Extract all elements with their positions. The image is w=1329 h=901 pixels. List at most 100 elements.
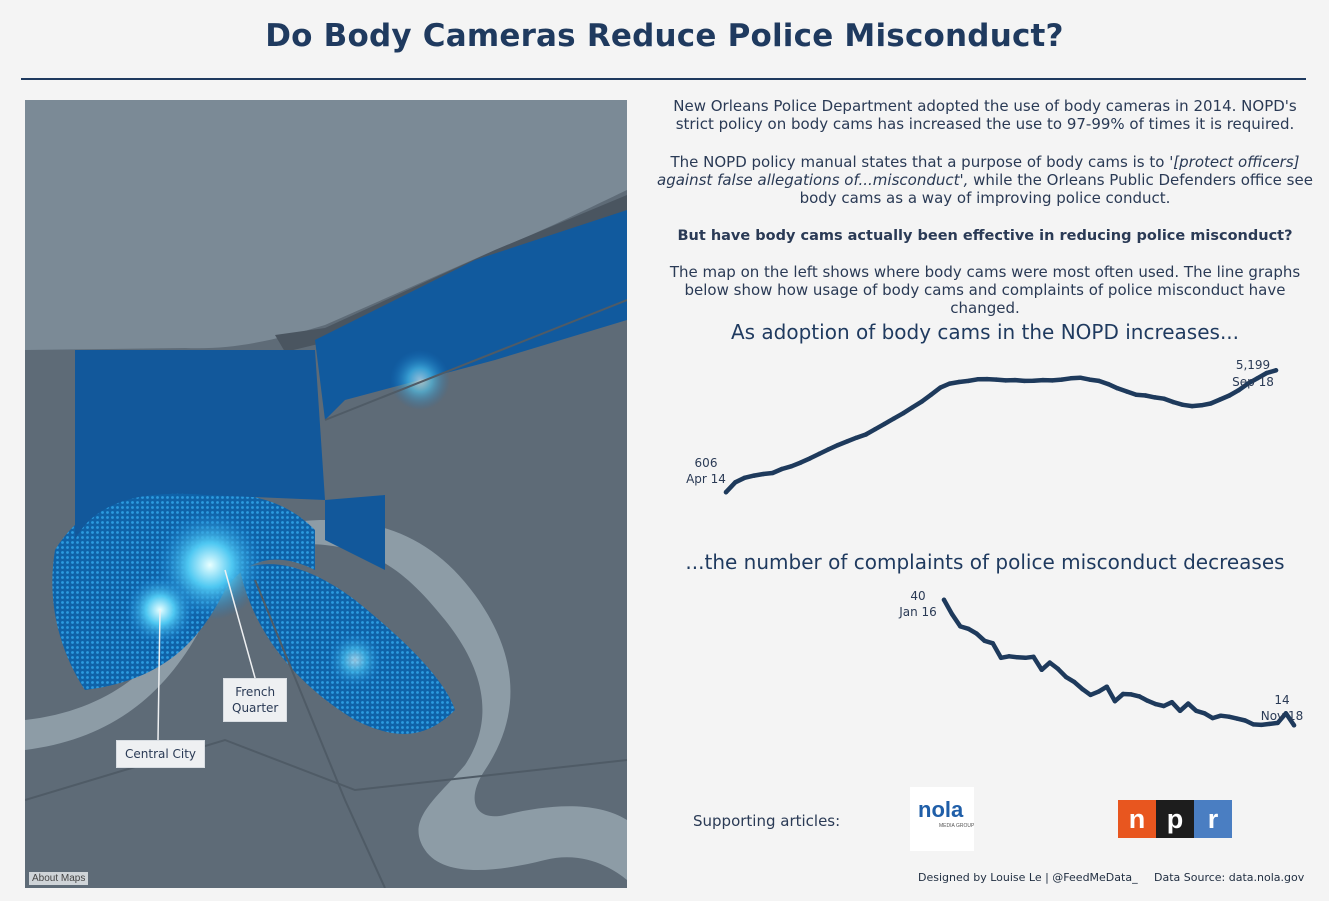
complaints-point[interactable]: [958, 624, 963, 629]
complaints-point[interactable]: [1096, 689, 1101, 694]
complaints-point[interactable]: [1177, 708, 1183, 714]
complaints-point[interactable]: [1031, 654, 1036, 659]
body-cam-point[interactable]: [854, 435, 859, 440]
complaints-point[interactable]: [1112, 699, 1118, 704]
body-cam-point[interactable]: [994, 377, 999, 382]
body-cam-point[interactable]: [789, 464, 794, 469]
body-cam-point[interactable]: [1096, 378, 1102, 384]
complaints-point[interactable]: [1055, 666, 1061, 672]
complaints-point[interactable]: [1169, 699, 1175, 705]
body-cam-point[interactable]: [1273, 368, 1279, 373]
complaints-point[interactable]: [1259, 722, 1264, 728]
complaints-point[interactable]: [1072, 679, 1077, 685]
nola-logo-link[interactable]: nola MEDIA GROUP: [910, 787, 975, 851]
complaints-point[interactable]: [1080, 686, 1085, 692]
body-cam-point[interactable]: [1161, 396, 1167, 401]
complaints-point[interactable]: [1006, 654, 1012, 659]
body-cam-point[interactable]: [882, 421, 887, 427]
body-cam-point[interactable]: [761, 471, 766, 477]
complaints-point[interactable]: [1194, 708, 1199, 714]
body-cam-point[interactable]: [1087, 377, 1092, 382]
body-cam-point[interactable]: [835, 442, 841, 448]
body-cam-point[interactable]: [1031, 378, 1036, 383]
complaints-point[interactable]: [1023, 655, 1028, 660]
body-cam-point[interactable]: [956, 379, 962, 385]
body-cam-point[interactable]: [1264, 370, 1269, 376]
body-cam-point[interactable]: [1106, 381, 1111, 387]
body-cam-point[interactable]: [1115, 386, 1120, 391]
complaints-point[interactable]: [1291, 723, 1297, 728]
complaints-point[interactable]: [1202, 711, 1207, 716]
body-cam-point[interactable]: [984, 376, 990, 382]
body-cam-point[interactable]: [742, 475, 747, 480]
body-cam-point[interactable]: [817, 451, 822, 457]
body-cam-point[interactable]: [1189, 403, 1195, 409]
body-cam-series-line[interactable]: [723, 368, 1279, 495]
npr-logo-link[interactable]: n p r: [1118, 800, 1232, 838]
complaints-point[interactable]: [1185, 701, 1191, 706]
complaints-point[interactable]: [1218, 713, 1223, 718]
complaints-point[interactable]: [966, 626, 971, 631]
complaints-point[interactable]: [1145, 698, 1150, 703]
body-cam-point[interactable]: [844, 439, 850, 444]
body-cam-point[interactable]: [938, 385, 943, 390]
body-cam-point[interactable]: [910, 405, 915, 410]
complaints-point[interactable]: [1015, 655, 1020, 660]
complaints-point[interactable]: [1242, 718, 1248, 723]
body-cam-point[interactable]: [891, 416, 896, 421]
body-cam-point[interactable]: [1143, 393, 1148, 398]
complaints-point[interactable]: [1088, 692, 1093, 698]
body-cam-point[interactable]: [919, 399, 924, 404]
body-cam-point[interactable]: [1012, 377, 1018, 383]
body-cam-point[interactable]: [1078, 375, 1083, 380]
complaints-point[interactable]: [998, 655, 1004, 660]
complaints-point[interactable]: [941, 597, 947, 603]
complaints-point[interactable]: [1104, 684, 1109, 689]
body-cam-point[interactable]: [947, 381, 952, 386]
complaints-point[interactable]: [974, 631, 979, 636]
complaints-point[interactable]: [1234, 716, 1240, 721]
complaints-series-line[interactable]: [941, 597, 1297, 728]
body-cam-point[interactable]: [1255, 376, 1260, 381]
complaints-point[interactable]: [1120, 691, 1126, 697]
body-cam-point[interactable]: [1124, 389, 1130, 394]
body-cam-point[interactable]: [1217, 397, 1223, 402]
body-cam-point[interactable]: [798, 460, 803, 465]
complaints-point[interactable]: [1047, 660, 1053, 665]
body-cam-point[interactable]: [1208, 401, 1213, 406]
complaints-point[interactable]: [949, 612, 955, 617]
complaints-point[interactable]: [1153, 701, 1158, 707]
complaints-point[interactable]: [1039, 667, 1044, 673]
complaints-point[interactable]: [1283, 711, 1289, 716]
body-cam-point[interactable]: [733, 480, 738, 485]
complaints-point[interactable]: [1251, 722, 1256, 727]
body-cam-point[interactable]: [928, 392, 934, 397]
complaints-point[interactable]: [1267, 721, 1272, 727]
body-cam-point[interactable]: [1059, 377, 1064, 382]
body-cam-point[interactable]: [779, 466, 785, 472]
complaints-point[interactable]: [990, 641, 996, 646]
body-cam-point[interactable]: [872, 427, 878, 432]
body-cam-point[interactable]: [1133, 392, 1139, 397]
body-cam-point[interactable]: [1180, 402, 1185, 407]
body-cam-point[interactable]: [1236, 388, 1241, 393]
body-cam-point[interactable]: [723, 489, 729, 495]
complaints-point[interactable]: [1161, 703, 1166, 709]
body-cam-point[interactable]: [1245, 381, 1251, 386]
body-cam-point[interactable]: [863, 432, 869, 437]
complaints-point[interactable]: [982, 638, 987, 644]
complaints-point[interactable]: [1137, 694, 1142, 699]
body-cam-point[interactable]: [1040, 377, 1046, 383]
body-cam-point[interactable]: [826, 447, 831, 452]
body-cam-point[interactable]: [975, 377, 980, 382]
body-cam-point[interactable]: [900, 411, 906, 416]
complaints-point[interactable]: [1063, 674, 1069, 680]
body-cam-point[interactable]: [1068, 376, 1074, 381]
complaints-point[interactable]: [1275, 720, 1280, 726]
complaints-point[interactable]: [1226, 714, 1232, 719]
body-cam-point[interactable]: [1022, 378, 1027, 384]
body-cam-point[interactable]: [966, 378, 971, 384]
body-cam-usage-map[interactable]: French Quarter Central City About Maps: [25, 100, 627, 888]
body-cam-point[interactable]: [1003, 378, 1008, 383]
complaints-point[interactable]: [1129, 692, 1134, 697]
